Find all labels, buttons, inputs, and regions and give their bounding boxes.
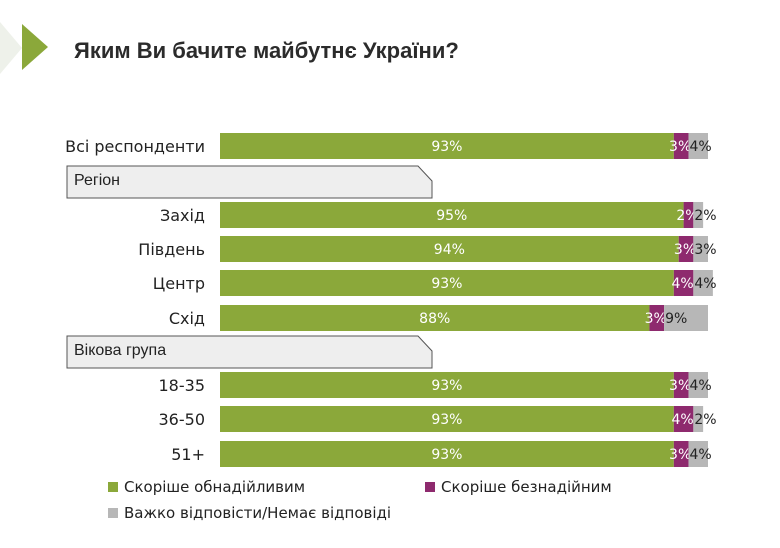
data-label-hopeless: 4% <box>671 276 693 292</box>
legend-label-hard: Важко відповісти/Немає відповіді <box>124 504 392 522</box>
data-label-hopeless: 2% <box>676 208 698 224</box>
category-label: Захід <box>160 206 205 225</box>
category-label: Центр <box>153 274 205 293</box>
bar-segment-hard <box>688 372 708 398</box>
data-label-hopeful: 95% <box>436 208 467 224</box>
group-header-shape <box>66 165 433 199</box>
legend-swatch-hopeful <box>108 482 118 492</box>
data-label-hopeful: 93% <box>431 412 462 428</box>
bar-segment-hard <box>693 270 713 296</box>
bar-segment-hopeful <box>220 270 674 296</box>
bar-segment-hopeful <box>220 202 684 228</box>
chart-title: Яким Ви бачите майбутнє України? <box>74 38 459 63</box>
decorative-triangle-shadow <box>0 22 22 74</box>
bar-segment-hard <box>693 202 704 228</box>
bar-segment-hopeful <box>220 372 674 398</box>
data-label-hard: 2% <box>694 208 716 224</box>
bar-segment-hopeless <box>683 202 694 228</box>
data-label-hard: 2% <box>694 412 716 428</box>
data-label-hopeless: 3% <box>669 447 691 463</box>
data-label-hopeful: 94% <box>434 242 465 258</box>
bar-segment-hopeful <box>220 406 674 432</box>
data-label-hopeful: 93% <box>431 447 462 463</box>
group-label-region: Регіон <box>74 172 120 189</box>
category-label: 51+ <box>171 445 205 464</box>
legend-label-hopeful: Скоріше обнадійливим <box>124 478 306 496</box>
bar-segment-hopeful <box>220 305 650 331</box>
bar-segment-hopeless <box>673 372 689 398</box>
group-header-age: Вікова група <box>66 335 433 369</box>
data-label-hopeful: 93% <box>431 276 462 292</box>
data-label-hard: 4% <box>689 139 711 155</box>
bar-segment-hopeless <box>678 236 694 262</box>
group-label-age: Вікова група <box>74 342 167 359</box>
bar-segment-hard <box>693 236 708 262</box>
legend-item-hard: Важко відповісти/Немає відповіді <box>108 504 391 522</box>
legend-item-hopeless: Скоріше безнадійним <box>425 478 612 496</box>
data-label-hopeful: 88% <box>419 311 450 327</box>
data-label-hopeful: 93% <box>431 139 462 155</box>
data-label-hard: 9% <box>665 311 687 327</box>
data-label-hopeless: 3% <box>669 378 691 394</box>
legend-item-hopeful: Скоріше обнадійливим <box>108 478 305 496</box>
bar-segment-hopeless <box>673 441 689 467</box>
category-label: Всі респонденти <box>65 137 205 156</box>
data-label-hopeless: 3% <box>669 139 691 155</box>
legend-label-hopeless: Скоріше безнадійним <box>441 478 612 496</box>
legend-swatch-hard <box>108 508 118 518</box>
group-header-region: Регіон <box>66 165 433 199</box>
category-label: Схід <box>169 309 205 328</box>
data-label-hard: 4% <box>689 378 711 394</box>
data-label-hopeless: 3% <box>645 311 667 327</box>
bar-segment-hard <box>664 305 708 331</box>
bar-segment-hopeful <box>220 441 674 467</box>
data-label-hopeless: 3% <box>674 242 696 258</box>
data-label-hopeful: 93% <box>431 378 462 394</box>
bar-segment-hard <box>688 133 708 159</box>
bar-segment-hopeful <box>220 133 674 159</box>
group-header-shape <box>66 335 433 369</box>
play-triangle-icon <box>22 24 48 70</box>
data-label-hard: 4% <box>689 447 711 463</box>
category-label: 18-35 <box>159 376 206 395</box>
bar-segment-hopeful <box>220 236 679 262</box>
bar-segment-hopeless <box>673 133 689 159</box>
bar-segment-hopeless <box>649 305 665 331</box>
category-label: Південь <box>138 240 205 259</box>
legend-swatch-hopeless <box>425 482 435 492</box>
bar-segment-hard <box>693 406 704 432</box>
data-label-hopeless: 4% <box>671 412 693 428</box>
bar-segment-hard <box>688 441 708 467</box>
category-label: 36-50 <box>159 410 206 429</box>
data-label-hard: 4% <box>694 276 716 292</box>
data-label-hard: 3% <box>694 242 716 258</box>
bar-segment-hopeless <box>673 270 694 296</box>
bar-segment-hopeless <box>673 406 694 432</box>
